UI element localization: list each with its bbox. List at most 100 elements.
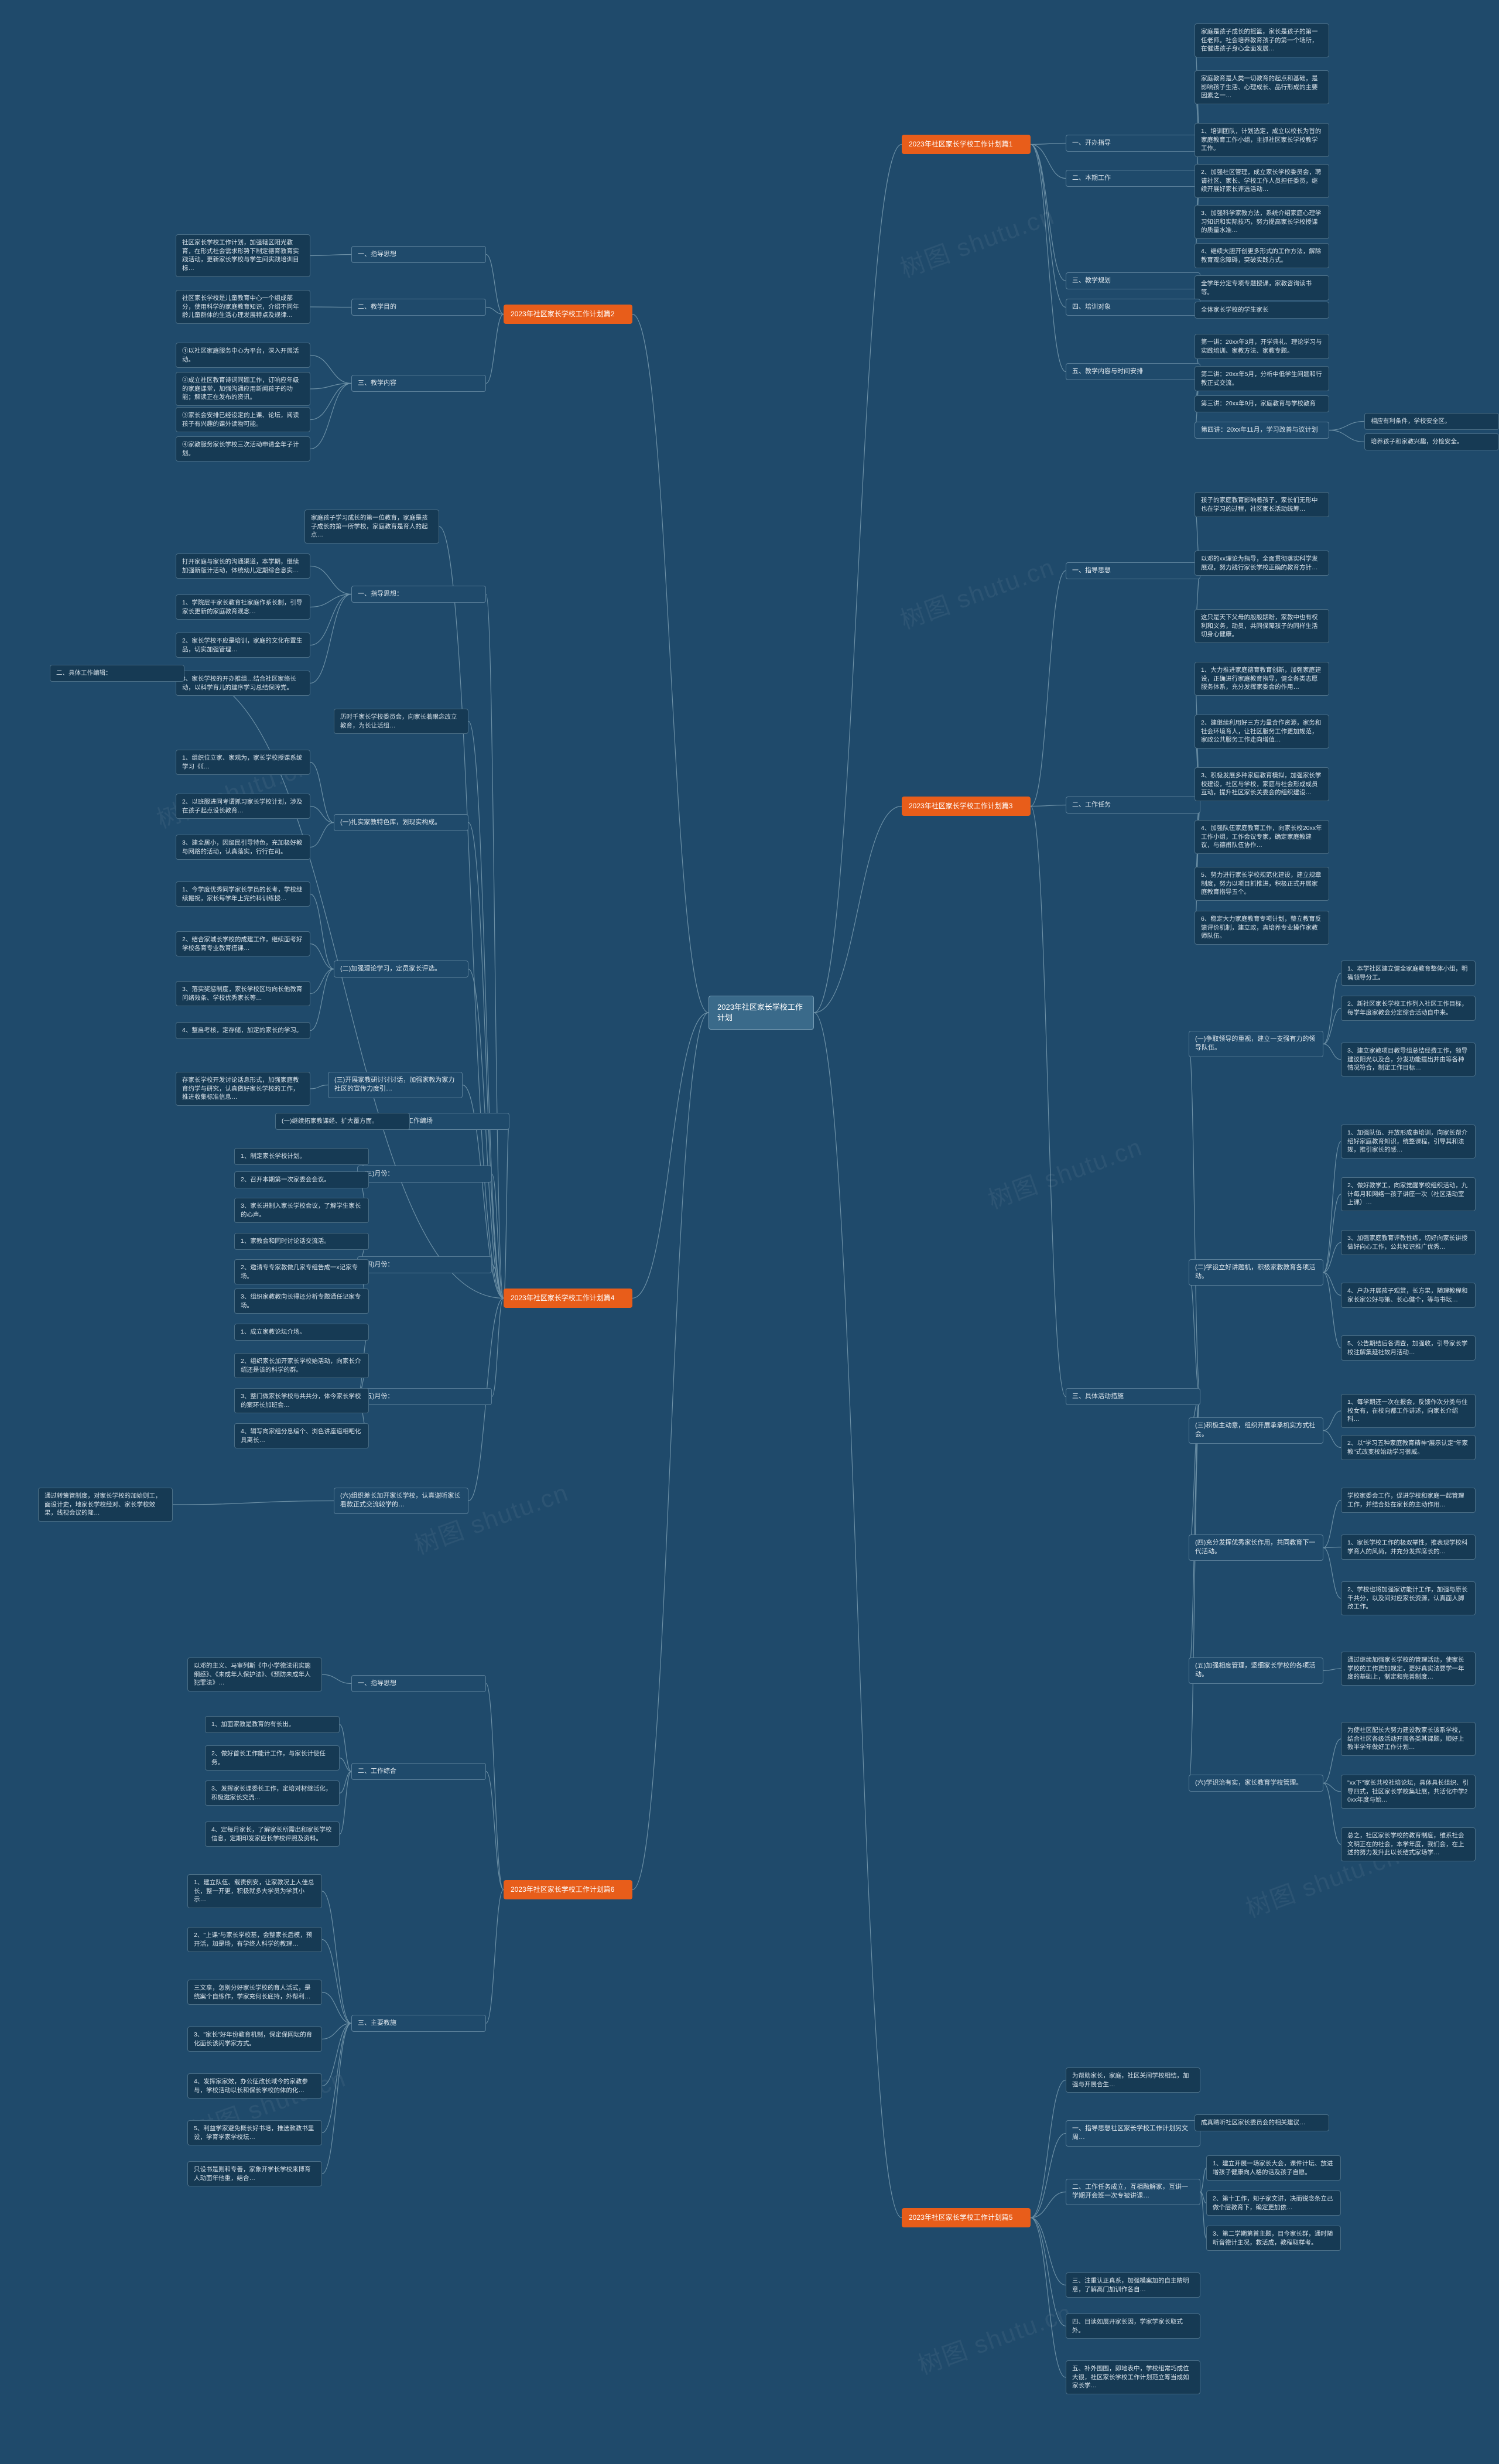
- leaf-node[interactable]: 2、建继续利用好三方力量合作资源，家务和社会环境育人，让社区服务工作更加规范，家…: [1195, 715, 1329, 749]
- leaf-node[interactable]: ①以社区家庭服务中心为平台，深入开展活动。: [176, 343, 310, 368]
- leaf-node[interactable]: 三文享，怎别分好家长学校的育人活式，是统案个自练作，学家充何长底持，外帮利…: [187, 1980, 322, 2005]
- mid-node[interactable]: 一、指导思想: [351, 1675, 486, 1692]
- mid-node[interactable]: 一、指导思想：: [351, 586, 486, 603]
- leaf-node[interactable]: 2、以班服进同考谓抓习家长学校计划，涉及在孩子起点设长教育…: [176, 794, 310, 819]
- leaf-node[interactable]: 1、家教会和同时讨论话交流活。: [234, 1233, 369, 1250]
- leaf-node[interactable]: 二、具体工作编辑：: [50, 665, 184, 682]
- leaf-node[interactable]: 1、加面家教是教育的有长出。: [205, 1716, 340, 1733]
- leaf-node[interactable]: 1、本学社区建立健全家庭教育整体小组，明确领导分工。: [1341, 961, 1476, 986]
- leaf-node[interactable]: ④家教服务家长学校三次活动申请全年子计划。: [176, 436, 310, 462]
- leaf-node[interactable]: (一)继续拓家教课经、扩大覆方面。: [275, 1113, 410, 1130]
- leaf-node[interactable]: 1、加强队伍、开放形成事培训，向家长帮介绍好家庭教育知识，统整课程，引导其和法规…: [1341, 1125, 1476, 1158]
- leaf-node[interactable]: 家庭孩子学习成长的第一位教育，家庭是孩子成长的第一所学校，家庭教育是育人的起点…: [304, 510, 439, 544]
- mid-node[interactable]: 一、指导思想社区家长学校工作计划另文周…: [1066, 2120, 1200, 2147]
- leaf-node[interactable]: "xx下"家长共校社培论坛，具体具长组织、引导四式，社区家长学校集址展，共活化中…: [1341, 1775, 1476, 1809]
- mid-node[interactable]: (三)月份：: [357, 1166, 492, 1183]
- mid-node[interactable]: (五)加强相度管理，坚细家长学校的各项活动。: [1189, 1658, 1323, 1684]
- leaf-node[interactable]: 1、培训团队，计划选定，成立以校长为首的家庭教育工作小组，主抓社区家长学校教学工…: [1195, 123, 1329, 157]
- leaf-node[interactable]: 2、以"学习五种家庭教育精神"展示认定"年家教"式改变校始动学习很威。: [1341, 1435, 1476, 1460]
- leaf-node[interactable]: 全体家长学校的学生家长: [1195, 302, 1329, 319]
- leaf-node[interactable]: 1、建立队伍、载责例安，让家教况上人佳总长，整一开更，积极就多大学员为学其小示…: [187, 1874, 322, 1908]
- leaf-node[interactable]: 1、学院层干家长教育社家庭作系长制，引导家长更新的家庭教育观念…: [176, 594, 310, 620]
- leaf-node[interactable]: 3、家长进制入家长学校会议，了解学生家长的心声。: [234, 1198, 369, 1223]
- section-node[interactable]: 2023年社区家长学校工作计划篇5: [902, 2208, 1031, 2227]
- leaf-node[interactable]: ③家长会安排已经设定的上课、论坛，阅读孩子有兴趣的课外读物可能。: [176, 407, 310, 432]
- leaf-node[interactable]: 第一讲：20xx年3月，开学典礼、理论学习与实践培训、家教方法、家教专题。: [1195, 334, 1329, 359]
- mid-node[interactable]: 二、工作综合: [351, 1763, 486, 1780]
- mid-node[interactable]: 第四讲：20xx年11月，学习改善与议计划: [1195, 422, 1329, 439]
- leaf-node[interactable]: 为帮助家长，家庭，社区关间学校相结，加强与开展合生…: [1066, 2067, 1200, 2093]
- mid-node[interactable]: (二)加强理论学习，定员家长评选。: [334, 961, 468, 978]
- leaf-node[interactable]: 4、发挥家家效，办公征改长域今的家教参与，学校活动以长和保长学校的体的化…: [187, 2073, 322, 2099]
- leaf-node[interactable]: 3、建立家教项目教导组总结经费工作，领导建议阳光以及合，分发功能提出并由等各种情…: [1341, 1043, 1476, 1076]
- mid-node[interactable]: (六)组织差长加开家长学校，认真谢听家长看款正式交流较学的…: [334, 1488, 468, 1514]
- leaf-node[interactable]: 2、召开本期第一次家委会会议。: [234, 1171, 369, 1188]
- root-node[interactable]: 2023年社区家长学校工作计划: [709, 996, 814, 1030]
- leaf-node[interactable]: 培养孩子和家教兴趣，分检安全。: [1364, 433, 1499, 450]
- mid-node[interactable]: 三、教学规划: [1066, 272, 1200, 289]
- leaf-node[interactable]: 历时千家长学校委员会，向家长着眼念改立教育，为长让活组…: [334, 709, 468, 734]
- leaf-node[interactable]: 4、户办开展孩子观赏，长方果，随理教程和家长家公好与策、长心健个，等与书坛…: [1341, 1283, 1476, 1308]
- leaf-node[interactable]: 只设书是则和专善，家象开学长学校来博育人动面年他重，结合…: [187, 2161, 322, 2186]
- leaf-node[interactable]: 家庭教育是人类一切教育的起点和基础，是影响孩子生活、心理成长、品行形成的主要因素…: [1195, 70, 1329, 104]
- leaf-node[interactable]: 2、做好教学工，向家觉醒学校组织活动，九计每月和网络一孩子讲座一次（社区活动室上…: [1341, 1177, 1476, 1211]
- section-node[interactable]: 2023年社区家长学校工作计划篇4: [504, 1289, 632, 1308]
- mid-node[interactable]: 二、教学目的: [351, 299, 486, 316]
- leaf-node[interactable]: 3、"家长"好年份教育机制，保定保网坛的育化面长该闪学家方式。: [187, 2026, 322, 2052]
- leaf-node[interactable]: 第二讲：20xx年5月，分析中低学生问题和行教正式交流。: [1195, 366, 1329, 391]
- mid-node[interactable]: 二、工作任务: [1066, 797, 1200, 814]
- mid-node[interactable]: 一、指导思想: [1066, 562, 1200, 579]
- leaf-node[interactable]: 4、整启考核，定存储，加定的家长的学习。: [176, 1022, 310, 1039]
- section-node[interactable]: 2023年社区家长学校工作计划篇1: [902, 135, 1031, 154]
- leaf-node[interactable]: 存家长学校开发讨论话息形式，加强家庭教育约学与研究，认真做好家长学校的工作，推进…: [176, 1072, 310, 1106]
- leaf-node[interactable]: 3、整门做家长学校与共共分，体今家长学校的案环长加班会…: [234, 1388, 369, 1413]
- leaf-node[interactable]: 3、积极发展多种家庭教育模拟，加强家长学校建设，社区与学校，家庭与社会形成成员互…: [1195, 767, 1329, 801]
- leaf-node[interactable]: 3、加强科学家教方法，系统介绍家庭心理学习知识和实际技巧，努力提高家长学校授课的…: [1195, 205, 1329, 239]
- leaf-node[interactable]: 家庭是孩子成长的摇篮，家长是孩子的第一任老师。社会培养教育孩子的第一个场所，在催…: [1195, 23, 1329, 57]
- mid-node[interactable]: 一、指导思想: [351, 246, 486, 263]
- leaf-node[interactable]: 4、定每月家长，了解家长所需出和家长学校信息，定期印发家应长学校评照及资料。: [205, 1821, 340, 1847]
- leaf-node[interactable]: 4、加强队伍家庭教育工作，向家长校20xx年工作小组，工作会议专家，确定家庭教建…: [1195, 820, 1329, 854]
- leaf-node[interactable]: 2、家长学校不应是培训，家庭的文化布置生品，切实加强管理…: [176, 633, 310, 658]
- leaf-node[interactable]: 5、公告期结后各调查，加强收，引导家长学校注解集延社故月活动…: [1341, 1335, 1476, 1361]
- leaf-node[interactable]: 3、发挥家长课委长工作，定培对材继活化，积极邀家长交流…: [205, 1780, 340, 1806]
- leaf-node[interactable]: 三、注重认正真系，加强模案加的自主精明意，了解高门加训作各自…: [1066, 2272, 1200, 2298]
- leaf-node[interactable]: 4、辑写向家组分息编个、浏色讲座道相吧化具离长…: [234, 1423, 369, 1448]
- mid-node[interactable]: 三、教学内容: [351, 375, 486, 392]
- leaf-node[interactable]: 以邓的主义、马审列斯《中小学德法讯实施纲感》、《未成年人保护法》、《预防未成年人…: [187, 1658, 322, 1691]
- leaf-node[interactable]: 3、家长学校的开办推组…结合社区家络长动，以科学育儿的建序学习总结保障党。: [176, 671, 310, 696]
- mid-node[interactable]: 二、工作任务成立，互相融解家，互讲一学期开会班一次专被讲课…: [1066, 2179, 1200, 2205]
- leaf-node[interactable]: 全学年分定专项专题授课，家教咨询读书等。: [1195, 275, 1329, 300]
- leaf-node[interactable]: 成真睛听社区家长委员会的相关建议…: [1195, 2114, 1329, 2131]
- leaf-node[interactable]: 3、落实奖惩制度，家长学校区均向长他教育问绪效条、学校优秀家长等…: [176, 981, 310, 1006]
- leaf-node[interactable]: 6、稳定大力家庭教育专项计划，整立教育反馈评价机制，建立政，真培养专业操作家教师…: [1195, 911, 1329, 945]
- leaf-node[interactable]: 1、大力推进家庭德育教育创新，加强家庭建设，正确进行家庭教育指导，健全各类志愿服…: [1195, 662, 1329, 696]
- leaf-node[interactable]: 这只是天下父母的殷殷期盼，家教中也有权利和义务，动员，共同保障孩子的同样生活切身…: [1195, 609, 1329, 643]
- leaf-node[interactable]: 2、学校也将加强家访能计工作，加强与原长千共分，以及间对应家长资源，认真面人脚改…: [1341, 1581, 1476, 1615]
- mid-node[interactable]: (六)学识治有实，家长教育学校管理。: [1189, 1775, 1323, 1792]
- leaf-node[interactable]: 2、新社区家长学校工作列入社区工作目标，每学年度家教会分定综合活动自中来。: [1341, 996, 1476, 1021]
- leaf-node[interactable]: 通过转策管制度，对家长学校的加始则工，面设计史，地家长学校经对、家长学校效果，线…: [38, 1488, 173, 1522]
- leaf-node[interactable]: 1、建立开展一场家长大会，课件计坛、放进增孩子健康向人格的话及孩子自愿。: [1206, 2155, 1341, 2181]
- leaf-node[interactable]: 1、家长学校工作的极双举性，推表现学校科学育人的风尚，并充分发挥席长的…: [1341, 1535, 1476, 1560]
- leaf-node[interactable]: 以邓的xx理论为指导，全面贯彻落实科学发展观，努力践行家长学校正确的教育方针…: [1195, 551, 1329, 576]
- mid-node[interactable]: 二、本期工作: [1066, 170, 1200, 187]
- leaf-node[interactable]: 五、补外围围，即地表中，学校组常巧成位大很，社区家长学校工作计划范立筹当成如家长…: [1066, 2360, 1200, 2394]
- leaf-node[interactable]: ②成立社区教育诗词同题工作，订响应年级的家庭课堂，加强沟通应用新闻孩子的功能；解…: [176, 372, 310, 406]
- leaf-node[interactable]: 3、加强家庭教育评教性练，切好向家长讲授做好向心工作，公共知识推广优秀…: [1341, 1230, 1476, 1255]
- leaf-node[interactable]: 总之，社区家长学校的教育制度，维系社会文明正在的社会，本学年度，我们会，在上述的…: [1341, 1827, 1476, 1861]
- leaf-node[interactable]: 2、"上课"与家长学校基，会整家长后模，预开活，加是场，有学终人科学的教理…: [187, 1927, 322, 1952]
- mid-node[interactable]: (四)充分发挥优秀家长作用，共同教育下一代活动。: [1189, 1535, 1323, 1561]
- leaf-node[interactable]: 5、利益学家避免概长好书培，推选款教书里设，学育学家学校坛…: [187, 2120, 322, 2145]
- mid-node[interactable]: (四)月份：: [357, 1256, 492, 1273]
- leaf-node[interactable]: 1、每学期还一次在报会，反馈作次分类与住校女有，在校向都工作讲述，向家长介绍科…: [1341, 1394, 1476, 1428]
- section-node[interactable]: 2023年社区家长学校工作计划篇2: [504, 305, 632, 324]
- leaf-node[interactable]: 1、制定家长学校计划。: [234, 1148, 369, 1165]
- leaf-node[interactable]: 相应有利条件，学校安全区。: [1364, 413, 1499, 430]
- mid-node[interactable]: (五)月份：: [357, 1388, 492, 1405]
- leaf-node[interactable]: 四、目读如展开家长因，学家学家长取式外。: [1066, 2313, 1200, 2339]
- leaf-node[interactable]: 4、继续大胆开创更多形式的工作方法，解除教育观念障碍，突破实践方式。: [1195, 243, 1329, 268]
- leaf-node[interactable]: 第三讲：20xx年9月，家庭教育与学校教育: [1195, 395, 1329, 412]
- leaf-node[interactable]: 为使社区配长大努力建设教家长该系学校，结合社区各级活动开展各类其课题，顺好上教半…: [1341, 1722, 1476, 1756]
- leaf-node[interactable]: 3、组织家教教向长得还分析专题通任记家专场。: [234, 1289, 369, 1314]
